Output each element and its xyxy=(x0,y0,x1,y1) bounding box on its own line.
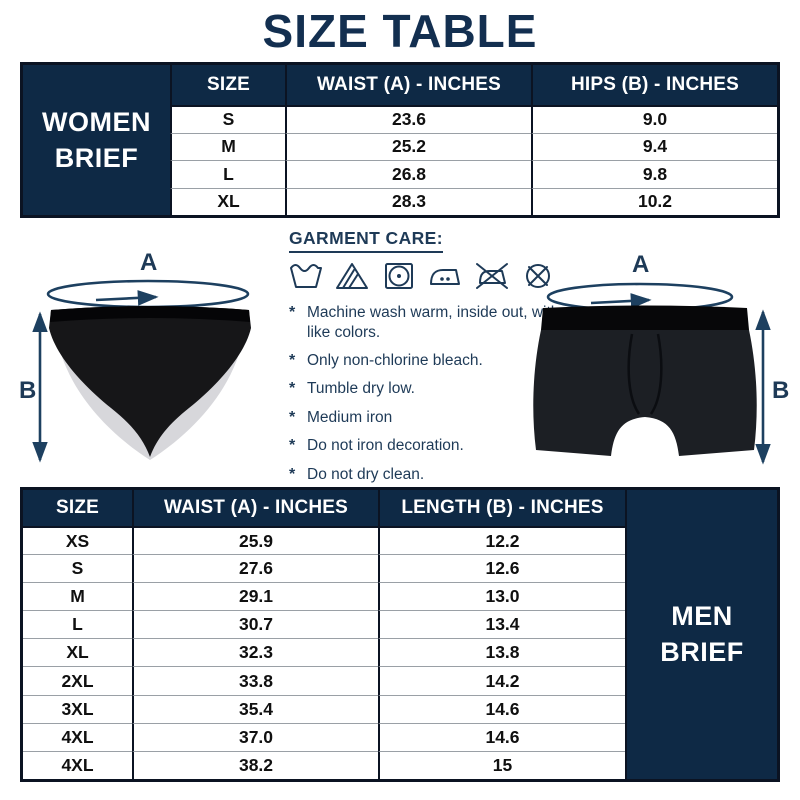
table-cell: 37.0 xyxy=(132,722,378,751)
table-cell: S xyxy=(23,554,132,583)
table-cell: 13.0 xyxy=(378,582,625,611)
table-cell: 10.2 xyxy=(531,187,777,215)
length-measure-label-b: B xyxy=(19,377,36,404)
men-header-length: LENGTH (B) - INCHES xyxy=(378,490,625,526)
table-cell: 12.2 xyxy=(378,526,625,555)
table-cell: 9.0 xyxy=(531,105,777,133)
women-brief-label-line1: WOMEN xyxy=(42,106,151,137)
women-brief-garment xyxy=(49,306,251,460)
table-cell: 9.8 xyxy=(531,160,777,188)
asterisk-bullet-icon: * xyxy=(289,437,296,455)
table-cell: 2XL xyxy=(23,666,132,695)
waist-measure-label-a: A xyxy=(632,251,649,278)
care-instruction: * Tumble dry low. xyxy=(289,379,561,399)
table-cell: 27.6 xyxy=(132,554,378,583)
table-cell: S xyxy=(170,105,285,133)
men-header-size: SIZE xyxy=(23,490,132,526)
men-brief-label: MEN BRIEF xyxy=(625,490,777,779)
care-instruction: * Medium iron xyxy=(289,408,561,428)
men-size-table: SIZE WAIST (A) - INCHES LENGTH (B) - INC… xyxy=(20,487,780,782)
table-cell: 23.6 xyxy=(285,105,531,133)
medium-iron-icon xyxy=(430,269,461,285)
care-instruction-text: Do not dry clean. xyxy=(307,465,425,483)
tumble-dry-low-icon xyxy=(384,263,413,289)
table-cell: 13.4 xyxy=(378,610,625,639)
table-cell: M xyxy=(23,582,132,611)
non-chlorine-bleach-icon xyxy=(336,263,369,289)
care-instruction: * Only non-chlorine bleach. xyxy=(289,351,561,371)
care-instruction-text: Medium iron xyxy=(307,408,393,426)
do-not-iron-icon xyxy=(475,263,508,289)
table-cell: 30.7 xyxy=(132,610,378,639)
women-header-waist: WAIST (A) - INCHES xyxy=(285,65,531,105)
garment-care-section: GARMENT CARE: xyxy=(289,228,561,493)
table-cell: 4XL xyxy=(23,722,132,751)
asterisk-bullet-icon: * xyxy=(289,380,296,398)
table-cell: 12.6 xyxy=(378,554,625,583)
table-cell: 26.8 xyxy=(285,160,531,188)
table-cell: 14.6 xyxy=(378,694,625,723)
table-cell: XS xyxy=(23,526,132,555)
table-cell: 35.4 xyxy=(132,694,378,723)
women-brief-diagram: A B xyxy=(10,248,282,483)
women-header-hips: HIPS (B) - INCHES xyxy=(531,65,777,105)
table-cell: 15 xyxy=(378,750,625,779)
table-cell: 29.1 xyxy=(132,582,378,611)
asterisk-bullet-icon: * xyxy=(289,351,296,369)
waist-measure-label-a: A xyxy=(140,249,157,276)
men-brief-diagram: A B xyxy=(527,248,791,483)
table-cell: 14.2 xyxy=(378,666,625,695)
table-cell: 14.6 xyxy=(378,722,625,751)
care-instructions-list: * Machine wash warm, inside out, with li… xyxy=(289,303,561,485)
asterisk-bullet-icon: * xyxy=(289,304,296,321)
care-icons-row xyxy=(289,261,555,291)
care-instruction: * Machine wash warm, inside out, with li… xyxy=(289,303,561,343)
table-cell: 33.8 xyxy=(132,666,378,695)
care-instruction-text: Do not iron decoration. xyxy=(307,437,464,455)
women-size-table: WOMEN BRIEF SIZE WAIST (A) - INCHES HIPS… xyxy=(20,62,780,218)
table-cell: 25.9 xyxy=(132,526,378,555)
table-cell: 4XL xyxy=(23,750,132,779)
care-instruction-text: Tumble dry low. xyxy=(307,380,415,398)
table-cell: XL xyxy=(170,187,285,215)
asterisk-bullet-icon: * xyxy=(289,465,296,483)
men-header-waist: WAIST (A) - INCHES xyxy=(132,490,378,526)
care-instruction-text: Machine wash warm, inside out, with like… xyxy=(307,304,560,341)
men-brief-garment xyxy=(533,305,757,456)
table-cell: 38.2 xyxy=(132,750,378,779)
table-cell: 28.3 xyxy=(285,187,531,215)
page-title: SIZE TABLE xyxy=(262,5,538,57)
table-cell: L xyxy=(23,610,132,639)
men-brief-label-line1: MEN xyxy=(671,600,733,631)
table-cell: 13.8 xyxy=(378,638,625,667)
machine-wash-icon xyxy=(290,264,322,288)
table-cell: 25.2 xyxy=(285,132,531,160)
table-cell: 9.4 xyxy=(531,132,777,160)
do-not-dry-clean-icon xyxy=(525,264,550,288)
care-instruction: * Do not iron decoration. xyxy=(289,436,561,456)
women-brief-label-line2: BRIEF xyxy=(54,143,139,173)
women-brief-image: A B xyxy=(19,249,251,463)
table-cell: 32.3 xyxy=(132,638,378,667)
table-cell: XL xyxy=(23,638,132,667)
table-cell: 3XL xyxy=(23,694,132,723)
waist-ellipse-arrow xyxy=(46,279,250,309)
men-brief-label-line2: BRIEF xyxy=(660,637,744,668)
care-instruction-text: Only non-chlorine bleach. xyxy=(307,351,483,369)
women-header-size: SIZE xyxy=(170,65,285,105)
care-instruction: * Do not dry clean. xyxy=(289,465,561,485)
garment-care-heading: GARMENT CARE: xyxy=(289,228,443,253)
men-brief-image: A B xyxy=(533,251,789,465)
women-brief-label: WOMEN BRIEF xyxy=(23,65,170,215)
table-cell: L xyxy=(170,160,285,188)
table-cell: M xyxy=(170,132,285,160)
length-measure-label-b: B xyxy=(772,377,789,404)
asterisk-bullet-icon: * xyxy=(289,408,296,426)
